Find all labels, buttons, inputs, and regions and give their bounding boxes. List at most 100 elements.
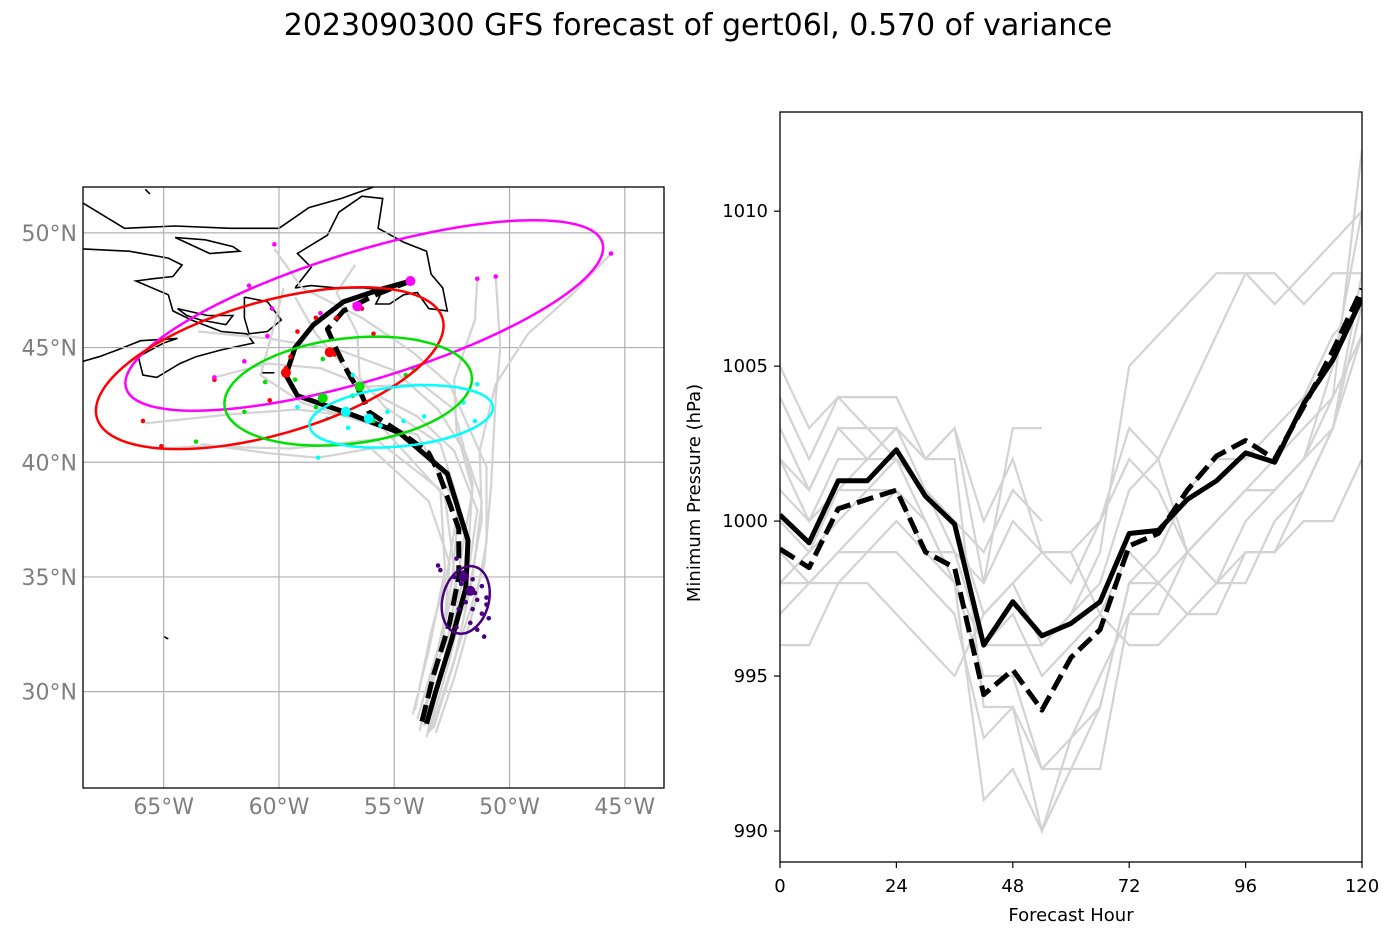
pressure-ensemble-line-4 <box>780 210 1362 648</box>
ensemble-point-h72-11 <box>313 404 319 410</box>
ensemble-point-h48-6 <box>140 418 146 424</box>
pressure-y-tick-label: 1000 <box>722 511 768 532</box>
map-plot-area <box>83 187 664 788</box>
ensemble-point-h0-14 <box>435 563 441 568</box>
ensemble-point-h0-3 <box>479 583 485 589</box>
mean-point-h72-5 <box>354 381 365 392</box>
ensemble-track-7 <box>200 442 451 725</box>
spread-ellipse-h72 <box>223 335 474 447</box>
ensemble-point-h96-10 <box>350 372 356 378</box>
pressure-frame <box>779 111 1363 863</box>
pressure-ensemble-line-5 <box>780 303 1362 835</box>
ensemble-point-h24-11 <box>265 333 270 339</box>
coastline-0 <box>83 248 255 379</box>
ensemble-point-h48-10 <box>295 329 300 334</box>
pressure-x-tick-label: 24 <box>885 876 908 897</box>
spread-ellipse-h0 <box>440 564 491 635</box>
ensemble-point-h0-21 <box>486 615 492 621</box>
map-lon-tick-label: 45°W <box>594 795 655 820</box>
spread-ellipse-h96 <box>308 383 495 449</box>
ensemble-point-h24-6 <box>269 306 275 311</box>
pressure-y-tick-label: 1005 <box>722 356 768 377</box>
mean-track-dashed <box>324 278 462 723</box>
ensemble-point-h48-3 <box>267 398 273 403</box>
mean-point-h48-6 <box>280 367 291 378</box>
ensemble-point-h96-0 <box>474 381 480 387</box>
coastline-1 <box>243 296 283 335</box>
ensemble-point-h48-8 <box>334 315 339 321</box>
pressure-ensemble-line-9 <box>780 303 1362 586</box>
map-lat-tick-label: 40°N <box>22 451 77 476</box>
map-lat-tick-label: 30°N <box>22 681 77 706</box>
mean-point-h48-7 <box>324 347 335 358</box>
ensemble-point-h24-1 <box>493 274 498 279</box>
pressure-mean-dashed <box>780 287 1362 713</box>
ensemble-point-h96-3 <box>421 414 427 419</box>
mean-point-h72-4 <box>317 393 328 404</box>
ensemble-point-h0-7 <box>470 606 475 612</box>
map-lon-tick-label: 55°W <box>364 795 425 820</box>
ensemble-point-h96-4 <box>378 423 383 428</box>
pressure-y-axis-label: Minimum Pressure (hPa) <box>684 384 705 602</box>
mean-point-h96-2 <box>340 406 351 417</box>
ensemble-point-h0-13 <box>481 634 487 639</box>
mean-point-h24-8 <box>352 301 363 312</box>
ensemble-point-h0-5 <box>474 597 480 603</box>
map-lon-tick-label: 50°W <box>479 795 540 820</box>
ensemble-point-h24-9 <box>242 359 247 364</box>
ensemble-point-h96-9 <box>401 418 406 424</box>
pressure-plot-area <box>780 149 1362 835</box>
ensemble-point-h96-11 <box>385 409 390 415</box>
ensemble-track-11 <box>214 362 474 718</box>
ensemble-point-h24-0 <box>474 276 480 282</box>
ensemble-point-h72-7 <box>193 439 199 444</box>
ensemble-point-h96-8 <box>295 404 300 410</box>
ensemble-point-h96-2 <box>472 418 478 424</box>
ensemble-point-h96-5 <box>345 425 351 431</box>
ensemble-point-h24-2 <box>608 251 614 256</box>
pressure-mean-solid <box>780 296 1362 648</box>
pressure-x-tick-label: 96 <box>1234 876 1257 897</box>
spread-ellipse-h24 <box>124 218 605 412</box>
pressure-x-tick-label: 72 <box>1118 876 1141 897</box>
ensemble-track-6 <box>294 296 479 734</box>
ensemble-track-10 <box>273 248 488 734</box>
ensemble-point-h0-16 <box>456 606 462 612</box>
ensemble-point-h0-20 <box>454 625 459 630</box>
ensemble-point-h48-9 <box>313 315 319 321</box>
pressure-y-tick-label: 995 <box>734 666 768 687</box>
ensemble-point-h72-3 <box>320 356 326 362</box>
pressure-x-axis-label: Forecast Hour <box>1008 905 1134 926</box>
mean-point-h24-9 <box>405 276 416 287</box>
coastline-7 <box>163 635 169 640</box>
figure-title: 2023090300 GFS forecast of gert06l, 0.57… <box>283 8 1113 43</box>
ensemble-track-1 <box>145 408 460 731</box>
mean-point-h96-3 <box>363 413 374 424</box>
pressure-y-tick-label: 1010 <box>722 201 768 222</box>
ensemble-point-h0-15 <box>438 567 443 573</box>
map-lat-tick-label: 45°N <box>22 337 77 362</box>
mean-point-h0-0 <box>458 571 469 582</box>
ensemble-point-h0-19 <box>484 595 489 600</box>
coastline-8 <box>144 188 151 195</box>
ensemble-point-h48-7 <box>288 354 293 360</box>
ensemble-point-h24-8 <box>246 283 252 288</box>
mean-point-h0-1 <box>465 585 476 596</box>
pressure-x-tick-label: 48 <box>1001 876 1024 897</box>
coastline-4 <box>83 187 374 230</box>
ensemble-point-h48-0 <box>371 331 376 337</box>
pressure-ensemble-line-1 <box>780 210 1362 835</box>
ensemble-point-h72-6 <box>242 409 247 415</box>
pressure-ensemble-line-10 <box>780 396 1042 584</box>
map-frame <box>82 186 665 789</box>
ensemble-point-h24-10 <box>212 375 217 380</box>
ensemble-point-h0-11 <box>468 620 473 626</box>
ensemble-track-9 <box>335 264 460 711</box>
pressure-x-tick-label: 120 <box>1345 876 1379 897</box>
ensemble-point-h24-7 <box>272 242 277 247</box>
ensemble-point-h0-2 <box>470 576 475 582</box>
ensemble-track-3 <box>198 330 483 729</box>
pressure-y-tick-label: 990 <box>734 821 768 842</box>
mean-track-solid <box>283 278 471 725</box>
ensemble-point-h96-7 <box>315 455 321 460</box>
